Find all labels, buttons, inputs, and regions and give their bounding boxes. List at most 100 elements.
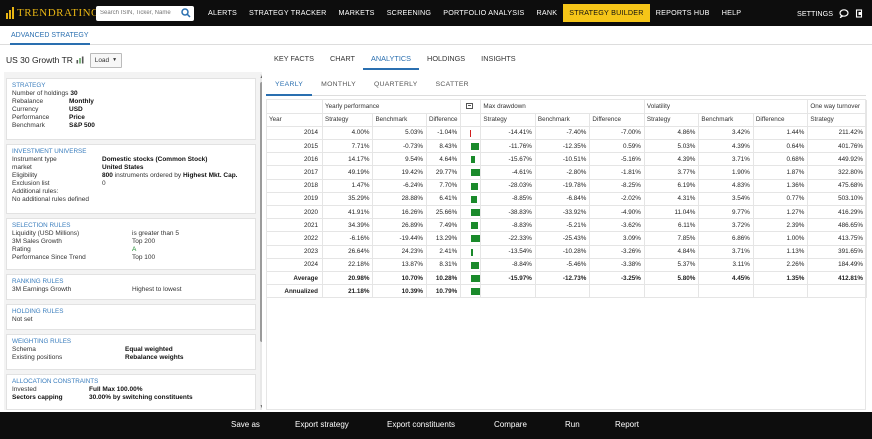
vol-strategy-cell: 5.03% (644, 139, 700, 154)
vol-difference-cell: 1.87% (753, 165, 809, 180)
search-icon[interactable] (181, 7, 191, 18)
nav-item-help[interactable]: HELP (721, 8, 742, 17)
tab-analytics[interactable]: ANALYTICS (363, 48, 420, 70)
dd-strategy-cell: -8.84% (480, 258, 536, 272)
tab-insights[interactable]: INSIGHTS (481, 54, 516, 63)
header-blank (267, 100, 323, 114)
strategy-card[interactable]: STRATEGY Number of holdings 30 Rebalance M… (6, 78, 256, 140)
save-as-button[interactable]: Save as (231, 420, 260, 429)
tab-key-facts[interactable]: KEY FACTS (274, 54, 315, 63)
allocation-constraints-card[interactable]: ALLOCATION CONSTRAINTS Invested Full Max … (6, 374, 256, 410)
ranking-rules-card[interactable]: RANKING RULES 3M Earnings Growth Highest … (6, 274, 256, 300)
weighting-card-title: WEIGHTING RULES (12, 338, 72, 345)
perf-strategy-header[interactable]: Strategy (322, 113, 374, 127)
holding-rules-card[interactable]: HOLDING RULES Not set (6, 304, 256, 330)
nav-item-screening[interactable]: SCREENING (386, 8, 432, 17)
vol-benchmark-cell: 3.42% (698, 126, 754, 141)
year-column-header[interactable]: Year (267, 113, 323, 127)
dd-difference-cell: -3.62% (589, 218, 645, 233)
table-row[interactable]: 2014 4.00% 5.03% -1.04% -14.41% -7.40% -7.00% 4… (267, 126, 867, 141)
logout-icon[interactable] (855, 8, 864, 18)
dd-difference-header[interactable]: Difference (589, 113, 645, 127)
table-row[interactable]: 2021 34.39% 26.89% 7.49% -8.83% -5.21% -3.62% 6… (267, 218, 867, 233)
search-input[interactable] (96, 6, 178, 20)
nav-item-alerts[interactable]: ALERTS (208, 8, 238, 17)
chat-icon[interactable] (839, 8, 849, 18)
tab-holdings[interactable]: HOLDINGS (427, 54, 466, 63)
eligibility-count: 800 (102, 172, 113, 179)
nav-item-strategy-tracker[interactable]: STRATEGY TRACKER (249, 8, 327, 17)
perf-benchmark-cell: 10.39% (372, 284, 427, 299)
ranking-rule-value: Highest to lowest (132, 286, 182, 293)
scroll-up-icon[interactable]: ▲ (259, 74, 262, 80)
dd-strategy-header[interactable]: Strategy (480, 113, 536, 127)
report-button[interactable]: Report (615, 420, 640, 429)
settings-link[interactable]: SETTINGS (797, 8, 833, 18)
left-panel-scrollbar[interactable]: ▲ ▼ (260, 74, 262, 410)
vol-strategy-header[interactable]: Strategy (644, 113, 700, 127)
table-row[interactable]: 2020 41.91% 16.26% 25.66% -38.83% -33.92% -4.9… (267, 205, 867, 220)
export-strategy-button[interactable]: Export strategy (295, 420, 349, 429)
strategy-card-title: STRATEGY (12, 82, 46, 89)
nav-item-rank[interactable]: RANK (536, 8, 558, 17)
turnover-cell: 401.76% (807, 139, 867, 154)
nav-item-strategy-builder[interactable]: STRATEGY BUILDER (563, 4, 650, 22)
subtab-monthly[interactable]: MONTHLY (321, 81, 356, 88)
investment-universe-card[interactable]: INVESTMENT UNIVERSE Instrument type Domes… (6, 144, 256, 214)
export-constituents-button[interactable]: Export constituents (387, 420, 456, 429)
dd-difference-cell: 3.09% (589, 231, 645, 246)
dd-benchmark-cell: -19.78% (535, 179, 591, 193)
dd-difference-cell: -4.90% (589, 205, 645, 220)
selection-rules-card[interactable]: SELECTION RULES Liquidity (USD Millions)… (6, 218, 256, 270)
subtab-scatter[interactable]: SCATTER (435, 81, 469, 88)
dd-benchmark-header[interactable]: Benchmark (535, 113, 591, 127)
table-row[interactable]: 2023 26.64% 24.23% 2.41% -13.54% -10.28% -3.26… (267, 245, 867, 259)
compare-button[interactable]: Compare (494, 420, 527, 429)
vol-difference-header[interactable]: Difference (753, 113, 809, 127)
load-button[interactable]: Load ▼ (89, 52, 122, 68)
scroll-down-icon[interactable]: ▼ (259, 404, 262, 410)
search-box[interactable] (96, 5, 194, 21)
tab-chart[interactable]: CHART (330, 54, 356, 63)
nav-item-portfolio-analysis[interactable]: PORTFOLIO ANALYSIS (443, 8, 525, 17)
table-row[interactable]: 2016 14.17% 9.54% 4.64% -15.67% -10.51% -5.16%… (267, 152, 867, 167)
yearly-analytics-table: Yearly performance Max drawdown Volatili… (266, 99, 867, 410)
vol-benchmark-header[interactable]: Benchmark (698, 113, 754, 127)
dd-strategy-cell: -38.83% (480, 205, 536, 220)
difference-bar-cell (460, 231, 482, 246)
dd-difference-cell: -3.26% (589, 245, 645, 259)
run-button[interactable]: Run (565, 420, 580, 429)
difference-bar-cell (460, 165, 482, 180)
tab-advanced-strategy[interactable]: ADVANCED STRATEGY (10, 26, 90, 45)
perf-difference-header[interactable]: Difference (426, 113, 462, 127)
vol-strategy-cell: 4.86% (644, 126, 700, 141)
weighting-rules-card[interactable]: WEIGHTING RULES Schema Equal weighted Exi… (6, 334, 256, 370)
trendrating-logo[interactable]: TRENDRATING (6, 7, 99, 19)
vol-benchmark-cell: 3.71% (698, 152, 754, 167)
table-toggle-icon[interactable] (465, 102, 473, 109)
difference-bar-cell (460, 205, 482, 220)
bar-header[interactable] (460, 100, 482, 114)
subtab-quarterly[interactable]: QUARTERLY (373, 81, 418, 88)
nav-item-reports-hub[interactable]: REPORTS HUB (655, 8, 710, 17)
difference-bar (471, 169, 480, 177)
table-row[interactable]: 2015 7.71% -0.73% 8.43% -11.76% -12.35% 0.59% 5… (267, 139, 867, 154)
perf-difference-cell: 8.31% (426, 258, 462, 272)
table-row[interactable]: 2022 -6.16% -19.44% 13.29% -22.33% -25.43% 3.0… (267, 231, 867, 246)
turnover-strategy-header[interactable]: Strategy (807, 113, 867, 127)
table-row[interactable]: 2018 1.47% -6.24% 7.70% -28.03% -19.78% -8.25%… (267, 179, 867, 193)
nav-item-markets[interactable]: MARKETS (338, 8, 375, 17)
table-row[interactable]: 2017 49.19% 19.42% 29.77% -4.61% -2.80% -1.81%… (267, 165, 867, 180)
existing-positions-value: Rebalance weights (125, 354, 184, 361)
table-row[interactable]: 2024 22.18% 13.87% 8.31% -8.84% -5.46% -3.38% 5… (267, 258, 867, 272)
difference-bar-cell (460, 179, 482, 193)
difference-bar (471, 156, 476, 164)
results-area: KEY FACTS CHART ANALYTICS HOLDINGS INSIGHTS … (266, 48, 868, 410)
dd-benchmark-cell: -2.80% (535, 165, 591, 180)
table-row[interactable]: 2019 35.29% 28.88% 6.41% -8.85% -6.84% -2.02% 4… (267, 192, 867, 207)
perf-strategy-cell: 1.47% (322, 179, 374, 193)
subtab-yearly[interactable]: YEARLY (266, 74, 313, 96)
perf-benchmark-header[interactable]: Benchmark (372, 113, 427, 127)
scrollbar-thumb[interactable] (260, 82, 262, 342)
difference-bar (470, 129, 472, 137)
